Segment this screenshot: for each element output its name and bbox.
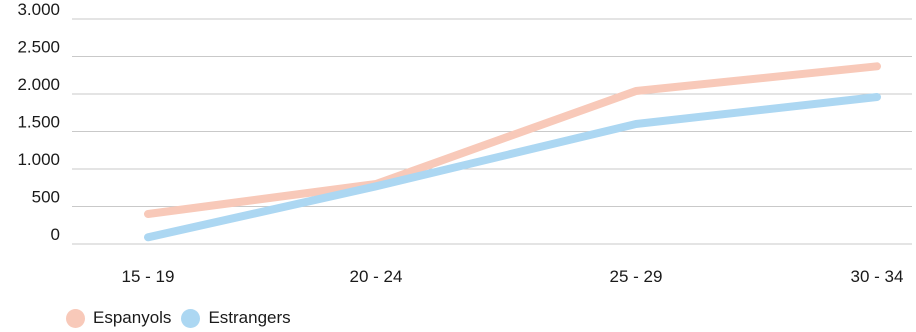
series-lines	[144, 62, 881, 242]
x-axis-tick-labels: 15 - 19 20 - 24 25 - 29 30 - 34	[122, 267, 904, 286]
legend-item-espanyols: Espanyols	[66, 307, 171, 329]
series-line-espanyols	[144, 62, 881, 218]
line-chart: 0 500 1.000 1.500 2.000 2.500 3.000 15 - 19 20 …	[17, 0, 912, 286]
x-tick-label-30-34: 30 - 34	[851, 267, 904, 286]
x-tick-label-25-29: 25 - 29	[610, 267, 663, 286]
legend-item-estrangers: Estrangers	[181, 307, 291, 329]
legend-label-estrangers: Estrangers	[208, 308, 291, 327]
y-tick-label-3-000: 3.000	[17, 0, 60, 19]
legend-swatch-espanyols	[66, 308, 85, 328]
legend: Espanyols Estrangers	[66, 307, 301, 329]
y-axis-tick-labels: 0 500 1.000 1.500 2.000 2.500 3.000	[17, 0, 60, 244]
y-tick-label-1-000: 1.000	[17, 150, 60, 169]
y-tick-label-0: 0	[51, 225, 60, 244]
y-tick-label-500: 500	[32, 188, 60, 207]
series-line-estrangers	[144, 93, 881, 242]
y-tick-label-2-000: 2.000	[17, 75, 60, 94]
y-tick-label-2-500: 2.500	[17, 38, 60, 57]
y-tick-label-1-500: 1.500	[17, 113, 60, 132]
x-tick-label-15-19: 15 - 19	[122, 267, 175, 286]
legend-label-espanyols: Espanyols	[93, 308, 172, 327]
x-tick-label-20-24: 20 - 24	[350, 267, 403, 286]
legend-swatch-estrangers	[181, 308, 201, 328]
